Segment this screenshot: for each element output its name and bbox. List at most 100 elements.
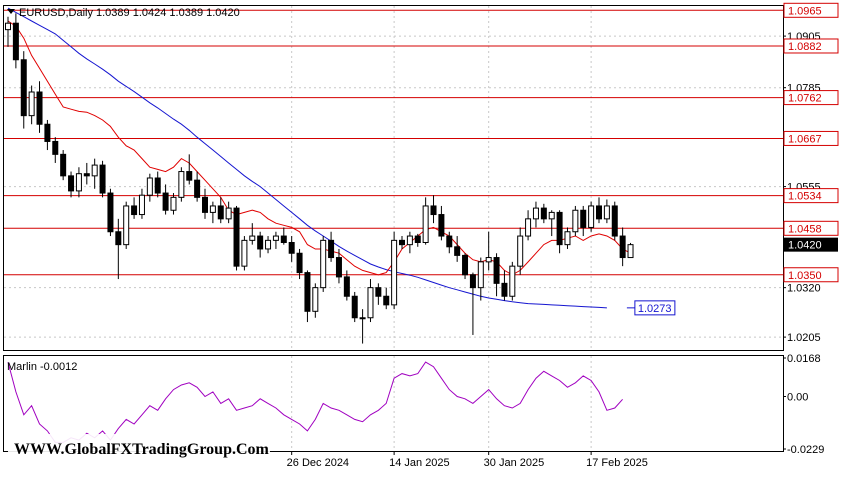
candle: [580, 205, 587, 237]
watermark-bg: [8, 434, 270, 461]
candle-body-bear: [383, 295, 390, 306]
candle-body-bear: [20, 59, 27, 117]
indicator-tick-label: 0.00: [787, 392, 808, 404]
level-label: 1.0534: [788, 191, 822, 203]
candle-body-bear: [115, 231, 122, 246]
candle: [83, 162, 90, 185]
candle: [343, 270, 350, 301]
level-label-box: [783, 188, 839, 204]
level-label: 1.0458: [788, 223, 822, 235]
price-labels: 1.0965 1.0882 1.0762 1.0667 1.0534 1.0458 1.03…: [626, 2, 839, 316]
candle-body-bear: [469, 274, 476, 289]
candle-body-bear: [52, 140, 59, 155]
candle: [359, 309, 366, 344]
candle-body-bear: [414, 235, 421, 244]
candle-body-bear: [540, 207, 547, 220]
candle-body-bull: [477, 261, 484, 289]
candle: [446, 231, 453, 254]
candle: [477, 257, 484, 301]
candle: [265, 236, 272, 254]
candle: [414, 233, 421, 247]
candle: [249, 223, 256, 245]
candle: [509, 261, 516, 301]
candle-body-bear: [454, 246, 461, 256]
candle-body-bear: [399, 239, 405, 246]
candle: [438, 205, 445, 241]
candle: [627, 242, 634, 259]
candle-body-bear: [304, 272, 311, 312]
collapse-triangle-icon[interactable]: [7, 9, 15, 14]
candle-body-bull: [517, 235, 524, 267]
candle: [422, 197, 429, 245]
candle-body-bull: [225, 207, 232, 220]
candle: [312, 283, 319, 318]
current-price-box: [784, 237, 838, 252]
slow-ma-line: [7, 7, 607, 309]
candle-body-bull: [123, 205, 130, 246]
candle: [454, 236, 461, 262]
candle-body-bear: [280, 235, 287, 244]
candle: [154, 171, 161, 198]
candle: [383, 287, 390, 310]
candle-body-bear: [335, 257, 342, 278]
candle: [596, 197, 602, 224]
candle: [525, 210, 532, 241]
candle: [375, 283, 382, 305]
candle-body-bull: [5, 22, 11, 31]
level-label: 1.0882: [788, 41, 822, 53]
candle: [107, 188, 114, 237]
candle-body-bull: [312, 287, 319, 312]
candle: [328, 231, 335, 262]
candle-body-bull: [265, 239, 272, 250]
candle-body-bear: [501, 282, 508, 297]
candle-body-bear: [162, 192, 169, 211]
candle: [493, 253, 500, 297]
candle: [280, 227, 287, 245]
time-tick-label: 14 Jan 2025: [389, 457, 450, 469]
candle: [131, 197, 138, 219]
candle-body-bear: [288, 242, 295, 254]
candle: [462, 253, 469, 280]
candle: [257, 231, 264, 258]
candle-body-bull: [178, 171, 185, 198]
candle-body-bear: [493, 257, 500, 284]
candle: [288, 236, 295, 262]
candle: [540, 203, 547, 224]
candle-body-bull: [588, 205, 595, 228]
candle-body-bear: [596, 205, 602, 220]
candle-body-bear: [446, 235, 453, 248]
candle: [115, 218, 122, 280]
candle-body-bull: [548, 211, 555, 220]
candle: [146, 173, 153, 202]
candle-body-bear: [233, 207, 240, 267]
candle: [588, 201, 595, 232]
level-label: 1.0350: [788, 270, 822, 282]
candle-body-bull: [28, 91, 35, 117]
candle-body-bull: [241, 239, 248, 267]
indicator-title: Marlin -0.0012: [7, 361, 77, 373]
candle: [304, 270, 311, 323]
candle-body-bull: [391, 239, 398, 306]
moving-averages: [7, 7, 631, 309]
candle: [5, 16, 11, 47]
candle-body-bear: [12, 22, 19, 61]
candle-body-bull: [525, 218, 532, 237]
level-lines: [4, 9, 783, 276]
candles: [5, 13, 634, 344]
candle: [60, 150, 67, 181]
candle-body-bear: [438, 214, 445, 237]
candle-body-bear: [202, 196, 208, 213]
candle: [36, 81, 43, 133]
candle-body-bear: [619, 235, 626, 259]
candle: [68, 171, 75, 198]
candle-body-bear: [375, 287, 382, 297]
candle-body-bear: [351, 295, 358, 319]
candle-body-bear: [44, 123, 51, 142]
candle: [138, 188, 145, 219]
candle-body-bear: [580, 209, 587, 228]
candle: [225, 201, 232, 224]
level-label-box: [783, 90, 839, 106]
time-axis: 26 Dec 2024 14 Jan 2025 30 Jan 2025 17 Feb …: [287, 451, 648, 469]
candle-body-bull: [406, 235, 413, 246]
candle-body-bear: [194, 179, 201, 198]
